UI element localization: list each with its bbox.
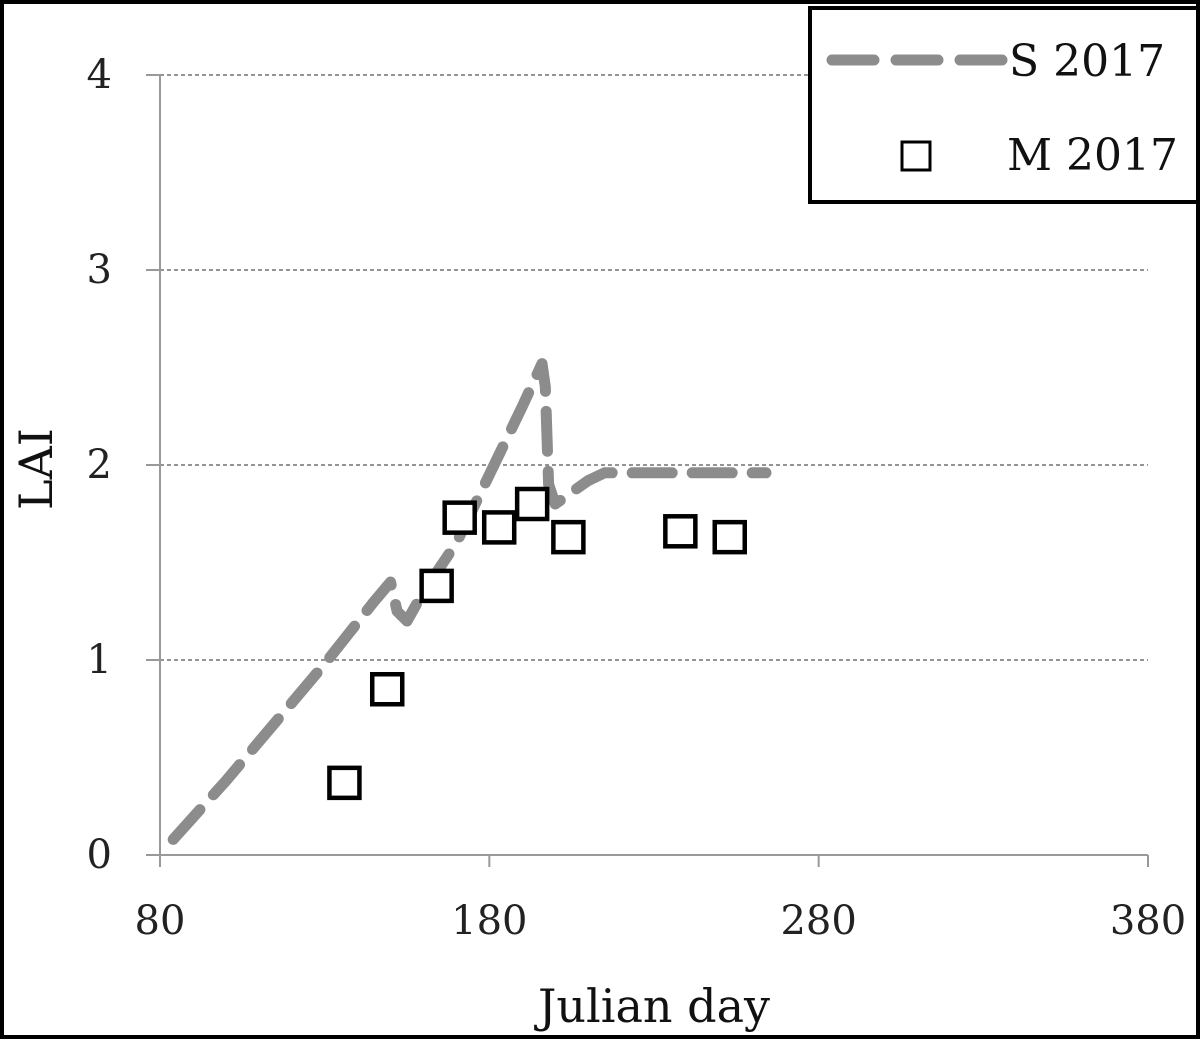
x-tick-label: 280 xyxy=(780,898,856,944)
data-point-m2017 xyxy=(663,514,698,549)
series xyxy=(167,358,772,845)
x-tick-label: 80 xyxy=(135,898,186,944)
legend-label-m2017: M 2017 xyxy=(1007,130,1178,181)
x-axis-title: Julian day xyxy=(534,979,770,1033)
y-tick-label: 1 xyxy=(87,637,112,683)
axes xyxy=(146,74,1149,867)
legend-marker-square xyxy=(900,140,932,172)
legend: S 2017 M 2017 xyxy=(808,6,1200,204)
data-point-m2017 xyxy=(551,519,586,555)
data-point-m2017 xyxy=(327,765,362,801)
data-point-m2017 xyxy=(419,568,454,604)
y-tick-label: 2 xyxy=(87,442,112,488)
y-tick-label: 4 xyxy=(87,52,112,98)
y-tick-label: 3 xyxy=(87,247,112,293)
y-axis-title: LAI xyxy=(9,428,63,510)
data-point-m2017 xyxy=(442,500,477,535)
data-point-m2017 xyxy=(712,519,747,555)
data-point-m2017 xyxy=(481,510,517,545)
data-point-m2017 xyxy=(514,486,550,522)
data-point-m2017 xyxy=(369,672,405,707)
legend-box xyxy=(808,6,1200,204)
tick-labels: 0 1 2 3 4 80 180 280 380 xyxy=(87,52,1187,944)
y-tick-label: 0 xyxy=(87,832,112,878)
legend-label-s2017: S 2017 xyxy=(1009,36,1165,87)
x-tick-label: 180 xyxy=(451,898,527,944)
series-line-s2017 xyxy=(167,358,772,845)
gridlines xyxy=(160,74,1148,661)
lai-chart: 0 1 2 3 4 80 180 280 380 Julian day LAI S 2017 M… xyxy=(9,6,1200,1033)
x-tick-label: 380 xyxy=(1110,898,1186,944)
